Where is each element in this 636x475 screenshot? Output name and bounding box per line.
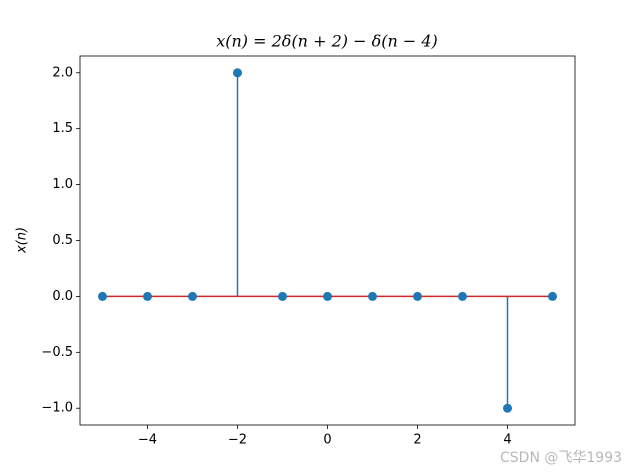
watermark: CSDN @飞华1993 bbox=[500, 450, 622, 466]
x-tick-label: 2 bbox=[413, 433, 421, 448]
y-axis-label: x(n) bbox=[15, 227, 30, 254]
stem-marker bbox=[503, 403, 512, 413]
x-tick-label: 0 bbox=[323, 433, 331, 448]
stem-marker bbox=[98, 291, 107, 301]
stem-marker bbox=[368, 291, 377, 301]
stem-marker bbox=[548, 291, 557, 301]
chart-title: x(n) = 2δ(n + 2) − δ(n − 4) bbox=[216, 32, 438, 51]
stem-marker bbox=[188, 291, 197, 301]
stem-marker bbox=[143, 291, 152, 301]
stem-marker bbox=[233, 68, 242, 78]
y-tick-label: 2.0 bbox=[52, 65, 73, 80]
y-tick-label: 1.5 bbox=[52, 121, 73, 136]
y-tick-label: −1.0 bbox=[41, 401, 73, 416]
x-tick-label: −2 bbox=[228, 433, 247, 448]
plot-frame bbox=[79, 55, 576, 426]
x-tick-label: −4 bbox=[138, 433, 157, 448]
stem-marker bbox=[413, 291, 422, 301]
x-tick-label: 4 bbox=[503, 433, 511, 448]
stem-marker bbox=[278, 291, 287, 301]
stem-marker bbox=[323, 291, 332, 301]
y-tick-label: 1.0 bbox=[52, 177, 73, 192]
y-tick-label: −0.5 bbox=[41, 345, 73, 360]
y-tick-label: 0.0 bbox=[52, 289, 73, 304]
y-tick-label: 0.5 bbox=[52, 233, 73, 248]
stem-marker bbox=[458, 291, 467, 301]
